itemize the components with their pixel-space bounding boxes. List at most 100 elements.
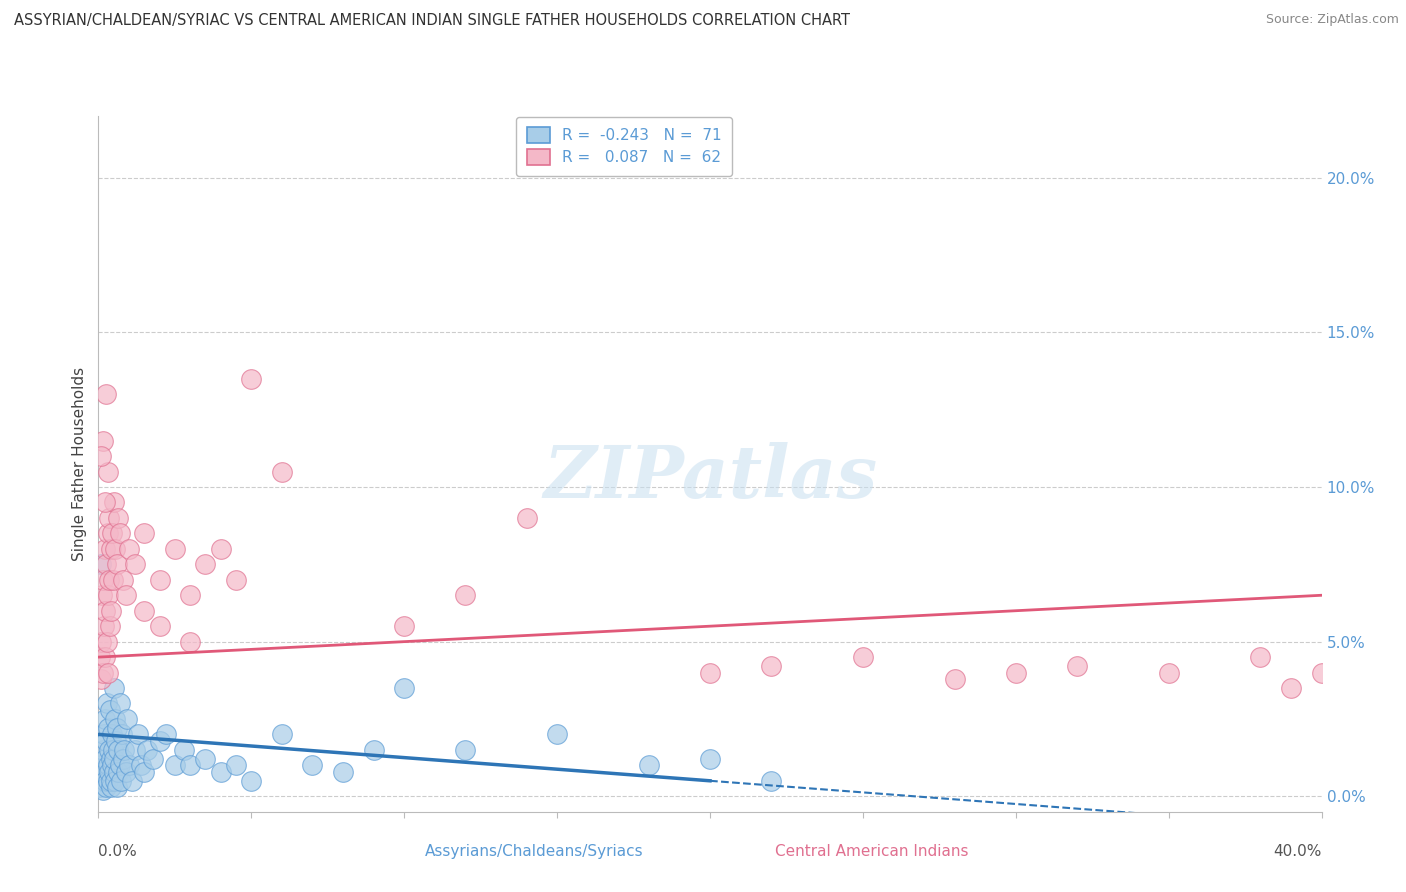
- Point: [100, 773, 122, 788]
- Point: [142, 752, 165, 766]
- Point: [149, 573, 172, 587]
- Point: [98, 619, 121, 633]
- Point: [115, 764, 138, 779]
- Point: [163, 541, 186, 556]
- Point: [103, 495, 125, 509]
- Point: [100, 541, 122, 556]
- Point: [94, 558, 117, 572]
- Point: [240, 773, 263, 788]
- Point: [90, 634, 112, 648]
- Point: [97, 721, 120, 735]
- Point: [173, 743, 195, 757]
- Point: [98, 573, 121, 587]
- Point: [225, 758, 247, 772]
- Point: [90, 758, 112, 772]
- Point: [761, 773, 783, 788]
- Point: [392, 619, 416, 633]
- Point: [194, 558, 217, 572]
- Point: [107, 511, 129, 525]
- Point: [111, 727, 134, 741]
- Point: [94, 712, 117, 726]
- Point: [179, 758, 201, 772]
- Point: [516, 511, 538, 525]
- Point: [97, 665, 120, 680]
- Point: [105, 733, 128, 747]
- Point: [100, 780, 122, 794]
- Point: [101, 743, 124, 757]
- Point: [90, 773, 112, 788]
- Point: [127, 727, 149, 741]
- Point: [104, 541, 127, 556]
- Point: [100, 752, 122, 766]
- Point: [852, 650, 875, 665]
- Point: [110, 758, 132, 772]
- Legend: R =  -0.243   N =  71, R =   0.087   N =  62: R = -0.243 N = 71, R = 0.087 N = 62: [516, 117, 733, 176]
- Point: [91, 434, 114, 448]
- Point: [91, 588, 114, 602]
- Point: [111, 752, 134, 766]
- Point: [115, 588, 138, 602]
- Point: [108, 697, 131, 711]
- Point: [105, 780, 128, 794]
- Point: [98, 703, 121, 717]
- Point: [103, 764, 125, 779]
- Point: [94, 773, 117, 788]
- Point: [454, 743, 477, 757]
- Text: ZIPatlas: ZIPatlas: [543, 442, 877, 513]
- Point: [101, 573, 124, 587]
- Text: 40.0%: 40.0%: [1274, 845, 1322, 859]
- Point: [104, 773, 127, 788]
- Point: [1066, 659, 1088, 673]
- Point: [118, 541, 141, 556]
- Point: [124, 558, 146, 572]
- Point: [94, 733, 117, 747]
- Point: [91, 665, 114, 680]
- Point: [93, 752, 115, 766]
- Point: [134, 526, 156, 541]
- Point: [1279, 681, 1302, 695]
- Point: [96, 634, 118, 648]
- Point: [240, 372, 263, 386]
- Point: [129, 758, 152, 772]
- Point: [546, 727, 568, 741]
- Text: Source: ZipAtlas.com: Source: ZipAtlas.com: [1265, 13, 1399, 27]
- Point: [101, 758, 124, 772]
- Point: [101, 526, 124, 541]
- Point: [270, 727, 294, 741]
- Point: [1310, 665, 1333, 680]
- Point: [943, 672, 966, 686]
- Point: [108, 526, 131, 541]
- Point: [103, 752, 125, 766]
- Point: [363, 743, 385, 757]
- Point: [107, 743, 129, 757]
- Point: [111, 573, 134, 587]
- Point: [93, 541, 115, 556]
- Point: [454, 588, 477, 602]
- Point: [100, 604, 122, 618]
- Point: [107, 764, 129, 779]
- Point: [104, 712, 127, 726]
- Point: [301, 758, 323, 772]
- Point: [121, 773, 143, 788]
- Point: [163, 758, 186, 772]
- Point: [94, 780, 117, 794]
- Point: [392, 681, 416, 695]
- Point: [90, 672, 112, 686]
- Point: [194, 752, 217, 766]
- Point: [93, 727, 115, 741]
- Point: [94, 604, 117, 618]
- Point: [761, 659, 783, 673]
- Text: 0.0%: 0.0%: [98, 845, 138, 859]
- Point: [91, 764, 114, 779]
- Point: [332, 764, 354, 779]
- Point: [136, 743, 159, 757]
- Point: [90, 558, 112, 572]
- Point: [94, 387, 117, 401]
- Point: [91, 743, 114, 757]
- Point: [93, 619, 115, 633]
- Point: [699, 665, 721, 680]
- Text: Assyrians/Chaldeans/Syriacs: Assyrians/Chaldeans/Syriacs: [425, 845, 644, 859]
- Point: [89, 780, 111, 794]
- Point: [1004, 665, 1026, 680]
- Point: [90, 449, 112, 463]
